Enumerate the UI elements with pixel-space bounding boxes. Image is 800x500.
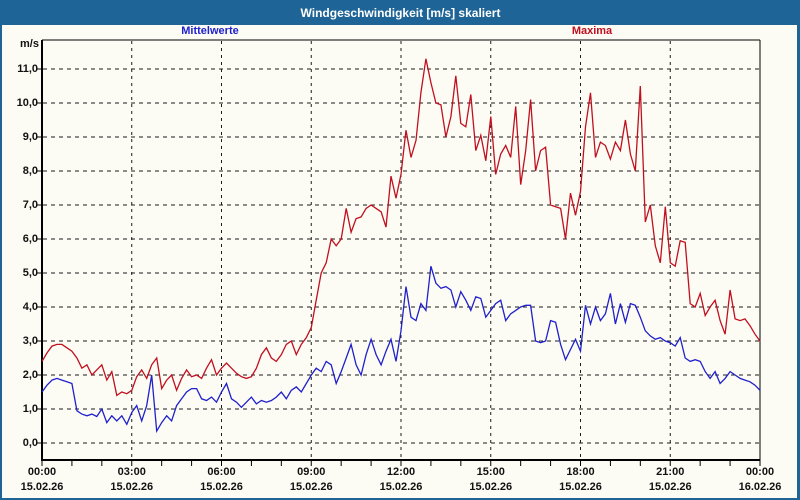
x-tick-time-label: 12:00 (386, 466, 416, 478)
y-tick-label: 6,0 (22, 233, 38, 245)
y-axis-unit-label: m/s (20, 38, 39, 50)
y-tick-label: 8,0 (22, 165, 38, 177)
y-tick-label: 10,0 (16, 97, 38, 109)
x-tick-time-label: 06:00 (207, 466, 236, 478)
series-line-mittelwerte (41, 266, 761, 434)
y-tick-label: 2,0 (22, 369, 38, 381)
legend-label-maxima: Maxima (571, 25, 613, 37)
series-line-maxima (41, 58, 761, 397)
x-tick-date-label: 15.02.26 (20, 481, 64, 493)
x-tick-date-label: 15.02.26 (110, 481, 154, 493)
x-tick-time-label: 00:00 (27, 466, 57, 478)
x-tick-time-label: 09:00 (297, 466, 326, 478)
x-tick-time-label: 00:00 (745, 466, 775, 478)
y-tick-label: 9,0 (22, 131, 38, 143)
x-tick-time-label: 21:00 (656, 466, 685, 478)
window-title: Windgeschwindigkeit [m/s] skaliert (300, 5, 501, 20)
x-tick-date-label: 15.02.26 (200, 481, 243, 493)
y-tick-label: 0,0 (22, 437, 38, 449)
x-tick-date-label: 16.02.26 (738, 481, 782, 493)
y-tick-label: 11,0 (17, 63, 38, 75)
x-tick-time-label: 18:00 (566, 466, 595, 478)
x-tick-date-label: 15.02.26 (379, 481, 423, 493)
y-tick-label: 7,0 (22, 199, 38, 211)
y-tick-label: 3,0 (22, 335, 38, 347)
title-bar: Windgeschwindigkeit [m/s] skaliert (2, 0, 797, 25)
x-tick-time-label: 03:00 (117, 466, 146, 478)
y-tick-label: 1,0 (22, 403, 38, 415)
x-tick-date-label: 15.02.26 (648, 481, 692, 493)
legend-label-mittelwerte: Mittelwerte (181, 25, 239, 37)
x-tick-date-label: 15.02.26 (289, 481, 333, 493)
y-tick-label: 4,0 (22, 301, 38, 313)
x-tick-time-label: 15:00 (476, 466, 505, 478)
x-tick-date-label: 15.02.26 (469, 481, 513, 493)
x-tick-date-label: 15.02.26 (559, 481, 602, 493)
y-tick-label: 5,0 (22, 267, 38, 279)
